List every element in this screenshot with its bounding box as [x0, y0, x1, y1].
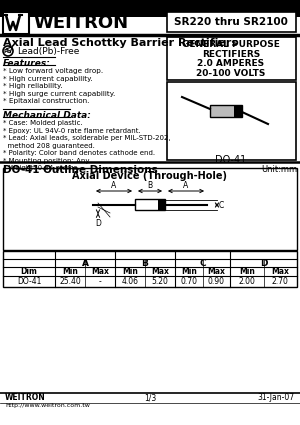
Text: Max: Max — [151, 267, 169, 276]
Text: Mechanical Data:: Mechanical Data: — [3, 111, 91, 120]
Text: WEITRON: WEITRON — [33, 14, 128, 32]
Text: 0.70: 0.70 — [180, 277, 197, 286]
Text: 5.20: 5.20 — [152, 277, 168, 286]
Text: 20-100 VOLTS: 20-100 VOLTS — [196, 68, 266, 77]
Text: * Epoxy: UL 94V-0 rate flame retardant.: * Epoxy: UL 94V-0 rate flame retardant. — [3, 128, 141, 133]
Text: Axial Lead Schottky Barrier Rectifiers: Axial Lead Schottky Barrier Rectifiers — [3, 38, 238, 48]
Text: C: C — [219, 201, 224, 210]
Text: C: C — [199, 258, 206, 267]
Text: * High surge current capability.: * High surge current capability. — [3, 91, 115, 96]
Bar — [135, 199, 165, 210]
Text: http://www.weitron.com.tw: http://www.weitron.com.tw — [5, 403, 90, 408]
Text: Max: Max — [271, 267, 289, 276]
Text: Pb: Pb — [4, 48, 12, 54]
Text: * High reliability.: * High reliability. — [3, 83, 62, 89]
Bar — [0, 0, 300, 17]
Text: -: - — [99, 277, 101, 286]
Text: A: A — [111, 181, 117, 190]
Text: * Lead: Axial leads, solderable per MIL-STD-202,: * Lead: Axial leads, solderable per MIL-… — [3, 135, 171, 141]
Polygon shape — [234, 105, 242, 117]
Text: Min: Min — [181, 267, 197, 276]
Text: * Case: Molded plastic.: * Case: Molded plastic. — [3, 120, 83, 126]
Text: Min: Min — [62, 267, 78, 276]
Text: Axial Device (Through-Hole): Axial Device (Through-Hole) — [73, 171, 227, 181]
Text: RECTIFIERS: RECTIFIERS — [202, 49, 260, 59]
Bar — [158, 199, 165, 210]
Text: 2.70: 2.70 — [272, 277, 289, 286]
Text: * High current capability.: * High current capability. — [3, 76, 93, 82]
Bar — [167, 82, 296, 160]
Text: DO-41: DO-41 — [17, 277, 41, 286]
Text: B: B — [147, 181, 153, 190]
Text: Max: Max — [207, 267, 225, 276]
Text: DO-41: DO-41 — [215, 155, 247, 165]
Text: * Weight: 0.34 grams.: * Weight: 0.34 grams. — [3, 165, 80, 171]
Polygon shape — [210, 105, 242, 117]
Text: * Polarity: Color band denotes cathode end.: * Polarity: Color band denotes cathode e… — [3, 150, 155, 156]
Text: B: B — [142, 258, 148, 267]
Text: DO-41 Outline Dimensions: DO-41 Outline Dimensions — [3, 165, 158, 175]
Bar — [3, 12, 29, 34]
Text: Min: Min — [239, 267, 255, 276]
Text: 0.90: 0.90 — [208, 277, 225, 286]
Text: method 208 guaranteed.: method 208 guaranteed. — [3, 142, 95, 148]
Text: 25.40: 25.40 — [59, 277, 81, 286]
Bar — [167, 12, 296, 32]
Text: Unit:mm: Unit:mm — [261, 165, 297, 174]
Text: A: A — [82, 258, 88, 267]
Text: Dim: Dim — [21, 267, 38, 276]
Bar — [167, 37, 296, 80]
Text: 2.00: 2.00 — [238, 277, 255, 286]
Text: WEITRON: WEITRON — [5, 394, 46, 402]
Text: Max: Max — [91, 267, 109, 276]
Bar — [0, 17, 300, 35]
Bar — [3, 168, 297, 250]
Text: D: D — [260, 258, 267, 267]
Text: 1/3: 1/3 — [144, 394, 156, 402]
Text: * Low forward voltage drop.: * Low forward voltage drop. — [3, 68, 103, 74]
Bar — [3, 251, 297, 287]
Text: D: D — [95, 219, 101, 228]
Text: Min: Min — [122, 267, 138, 276]
Text: 31-Jan-07: 31-Jan-07 — [258, 394, 295, 402]
Text: SR220 thru SR2100: SR220 thru SR2100 — [174, 17, 288, 27]
Text: GENERAL PURPOSE: GENERAL PURPOSE — [182, 40, 280, 49]
Text: * Mounting position: Any.: * Mounting position: Any. — [3, 158, 91, 164]
Text: Lead(Pb)-Free: Lead(Pb)-Free — [17, 46, 80, 56]
Text: 2.0 AMPERES: 2.0 AMPERES — [197, 59, 265, 68]
Text: * Epitaxial construction.: * Epitaxial construction. — [3, 98, 89, 104]
Text: A: A — [183, 181, 189, 190]
Text: Features:: Features: — [3, 59, 51, 68]
Text: 4.06: 4.06 — [122, 277, 139, 286]
